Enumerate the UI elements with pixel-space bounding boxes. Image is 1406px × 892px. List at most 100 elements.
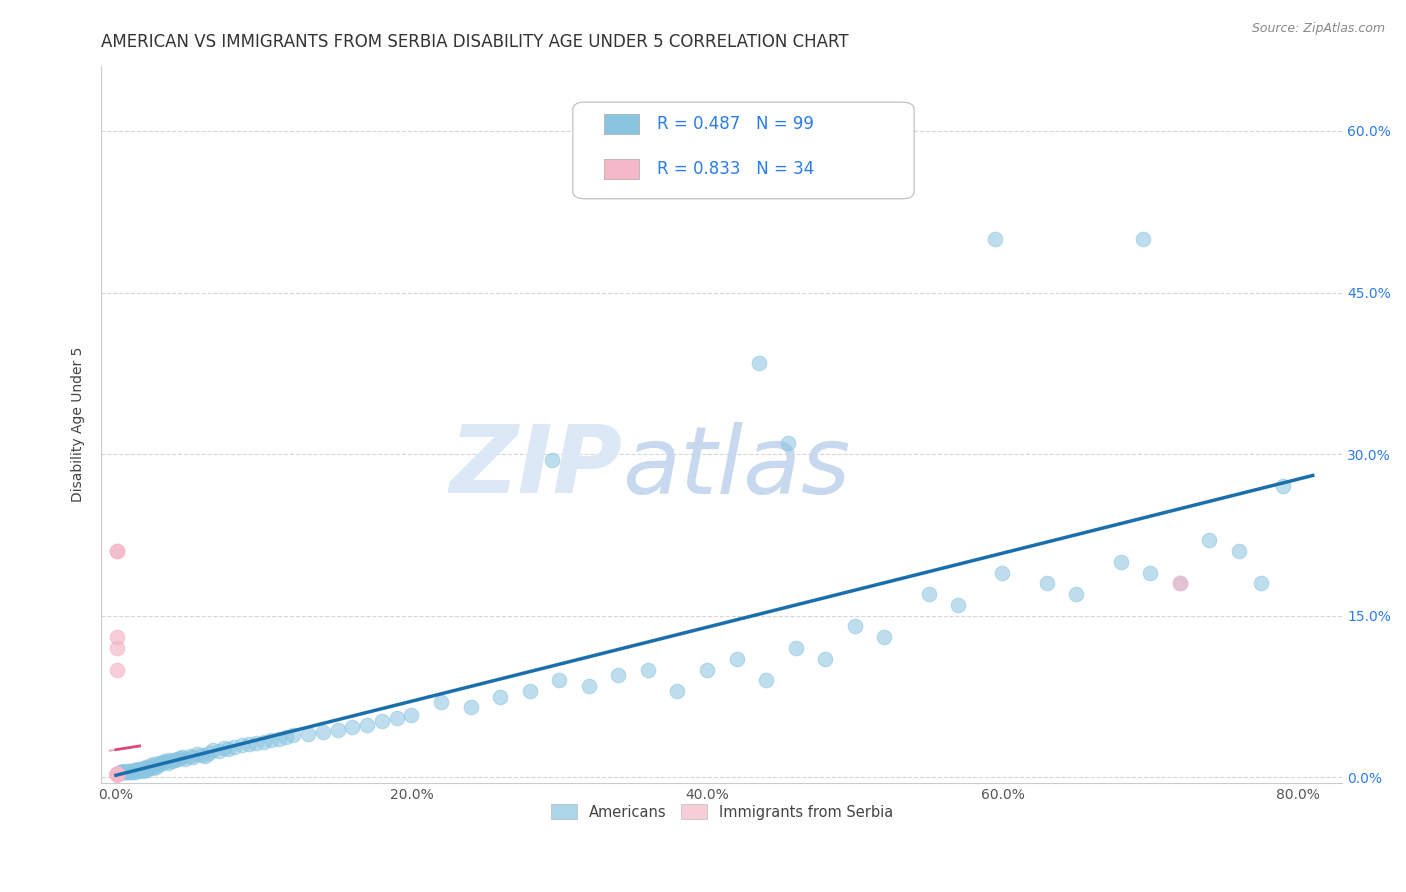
Point bbox=[274, 731, 297, 745]
Point bbox=[146, 758, 169, 772]
Point bbox=[873, 630, 896, 644]
Point bbox=[149, 757, 172, 772]
Point bbox=[260, 732, 283, 747]
Point bbox=[208, 744, 231, 758]
Point bbox=[120, 764, 142, 779]
Point bbox=[148, 756, 170, 771]
Point bbox=[107, 767, 129, 781]
Text: AMERICAN VS IMMIGRANTS FROM SERBIA DISABILITY AGE UNDER 5 CORRELATION CHART: AMERICAN VS IMMIGRANTS FROM SERBIA DISAB… bbox=[101, 33, 849, 51]
Point bbox=[984, 232, 1007, 246]
Point bbox=[117, 764, 139, 779]
Point bbox=[107, 767, 129, 781]
Point bbox=[844, 619, 866, 633]
Point bbox=[1227, 544, 1250, 558]
Point bbox=[107, 767, 129, 781]
Point bbox=[118, 764, 141, 779]
Point bbox=[607, 668, 630, 682]
Point bbox=[127, 762, 149, 776]
Point bbox=[128, 763, 150, 777]
Point bbox=[1168, 576, 1191, 591]
Text: R = 0.833   N = 34: R = 0.833 N = 34 bbox=[657, 160, 814, 178]
Point bbox=[190, 747, 212, 762]
Point bbox=[1066, 587, 1088, 601]
Point bbox=[127, 764, 149, 778]
Point bbox=[578, 679, 600, 693]
Point bbox=[245, 736, 267, 750]
Point bbox=[1109, 555, 1132, 569]
FancyBboxPatch shape bbox=[603, 114, 638, 135]
Point bbox=[169, 751, 191, 765]
Point bbox=[107, 767, 129, 781]
Point bbox=[401, 707, 423, 722]
Text: Source: ZipAtlas.com: Source: ZipAtlas.com bbox=[1251, 22, 1385, 36]
Point bbox=[356, 717, 378, 731]
Point bbox=[696, 663, 718, 677]
Point bbox=[238, 737, 260, 751]
Legend: Americans, Immigrants from Serbia: Americans, Immigrants from Serbia bbox=[544, 798, 898, 826]
Point bbox=[385, 711, 408, 725]
Point bbox=[231, 738, 253, 752]
Point bbox=[107, 767, 129, 781]
Point bbox=[107, 767, 129, 781]
Point bbox=[107, 767, 129, 781]
Point bbox=[107, 767, 129, 781]
Point bbox=[785, 640, 807, 655]
Point bbox=[132, 761, 155, 775]
Point bbox=[107, 767, 129, 781]
Text: atlas: atlas bbox=[623, 422, 851, 513]
Point bbox=[1036, 576, 1059, 591]
Point bbox=[107, 663, 129, 677]
Point bbox=[1132, 232, 1154, 246]
Point bbox=[121, 764, 143, 779]
Point bbox=[202, 743, 225, 757]
Point bbox=[107, 630, 129, 644]
Point bbox=[326, 723, 349, 737]
Point bbox=[157, 753, 180, 767]
Point bbox=[153, 754, 176, 768]
Point bbox=[117, 764, 139, 778]
Point bbox=[342, 720, 364, 734]
Point bbox=[1198, 533, 1220, 548]
Point bbox=[122, 763, 145, 777]
Text: R = 0.487   N = 99: R = 0.487 N = 99 bbox=[657, 115, 814, 133]
Point bbox=[110, 764, 132, 779]
Point bbox=[1168, 576, 1191, 591]
Point bbox=[107, 767, 129, 781]
Y-axis label: Disability Age Under 5: Disability Age Under 5 bbox=[72, 347, 86, 502]
Point bbox=[107, 767, 129, 781]
Point bbox=[540, 452, 562, 467]
Point bbox=[253, 735, 276, 749]
Point bbox=[172, 749, 194, 764]
Point bbox=[283, 728, 305, 742]
Point bbox=[179, 748, 201, 763]
Point bbox=[267, 731, 290, 746]
Point bbox=[107, 767, 129, 781]
Point bbox=[725, 652, 748, 666]
Point bbox=[125, 763, 148, 777]
Point bbox=[107, 767, 129, 781]
Point bbox=[107, 767, 129, 781]
Point bbox=[160, 754, 183, 768]
Point bbox=[519, 684, 541, 698]
Point bbox=[114, 764, 136, 779]
Point bbox=[107, 767, 129, 781]
Point bbox=[142, 761, 165, 775]
Point bbox=[120, 764, 142, 778]
Point bbox=[489, 690, 512, 704]
Point bbox=[138, 761, 160, 775]
Point bbox=[917, 587, 939, 601]
Point bbox=[224, 740, 246, 755]
Point bbox=[748, 355, 770, 369]
Point bbox=[135, 759, 157, 773]
Point bbox=[107, 767, 129, 781]
Point bbox=[312, 725, 335, 739]
Point bbox=[122, 764, 145, 778]
Point bbox=[371, 714, 394, 729]
Point bbox=[107, 767, 129, 781]
Point bbox=[143, 757, 166, 772]
Point bbox=[778, 436, 800, 450]
Point bbox=[217, 742, 239, 756]
Point bbox=[814, 652, 837, 666]
Point bbox=[165, 753, 187, 767]
Point bbox=[174, 752, 197, 766]
